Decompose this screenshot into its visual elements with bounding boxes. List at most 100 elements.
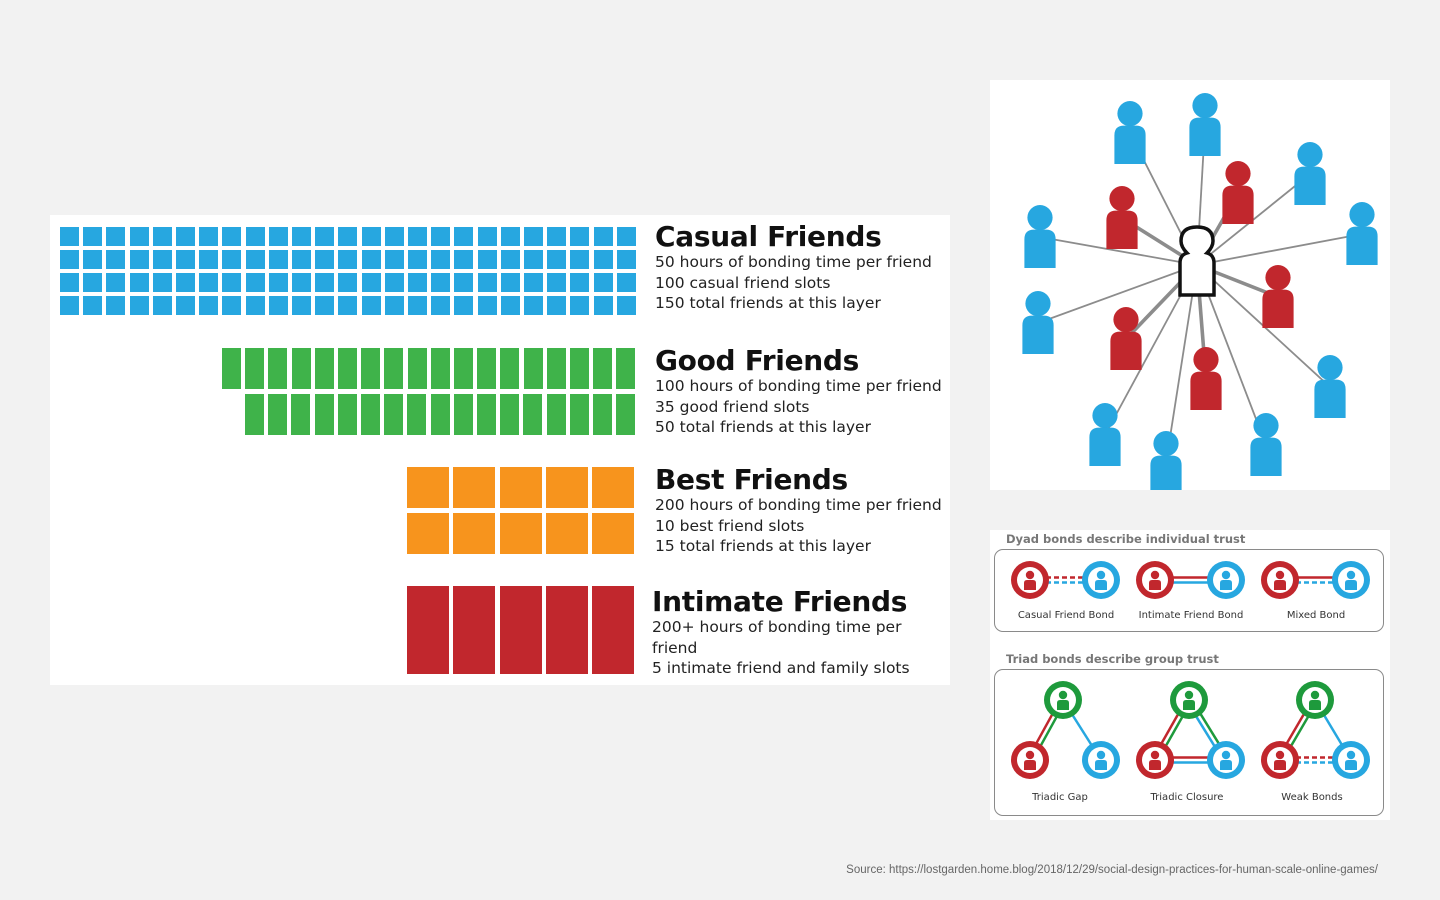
red-friend-node-icon: [1136, 561, 1174, 599]
intimate-friends-line-2: 5 intimate friend and family slots: [652, 659, 910, 677]
casual-friend-slot: [570, 227, 590, 246]
casual-friend-slot: [106, 250, 126, 269]
casual-friend-slot: [431, 227, 451, 246]
intimate-friend-person-icon: [1106, 186, 1138, 249]
casual-friend-slot: [616, 273, 636, 292]
casual-friend-slot: [268, 273, 288, 292]
best-friends-line-2: 10 best friend slots: [655, 516, 805, 535]
casual-friend-slot: [152, 250, 172, 269]
casual-friend-slot: [152, 227, 172, 246]
casual-friend-slot: [361, 273, 381, 292]
casual-friend-slot: [570, 296, 590, 315]
casual-friend-slot: [547, 250, 567, 269]
casual-friend-slot: [315, 296, 335, 315]
casual-friends-line-1: 50 hours of bonding time per friend: [655, 253, 932, 271]
casual-friend-slot: [477, 250, 497, 269]
good-friend-slot: [546, 348, 566, 389]
casual-friend-slot: [524, 296, 543, 315]
best-friends-line-1: 200 hours of bonding time per friend: [655, 496, 942, 514]
intimate-friend-person-icon: [1190, 347, 1222, 410]
casual-friend-slot: [593, 250, 613, 269]
casual-friend-slot: [570, 250, 590, 269]
casual-friend-slot: [83, 273, 103, 292]
good-friend-slot: [454, 348, 473, 389]
casual-friends-line-2: 100 casual friend slots: [655, 273, 831, 292]
casual-friend-slot: [106, 296, 126, 315]
casual-friend-slot: [106, 227, 126, 246]
casual-friend-slot: [176, 296, 195, 315]
casual-friend-slot: [338, 273, 358, 292]
intimate-friend-slot: [592, 586, 635, 674]
casual-friend-slot: [570, 273, 590, 292]
casual-friend-person-icon: [1114, 101, 1146, 164]
casual-friend-person-icon: [1022, 291, 1054, 354]
casual-friend-slot: [60, 273, 79, 292]
best-friend-slot: [545, 467, 588, 508]
good-friend-slot: [222, 348, 241, 389]
intimate-friend-slot: [407, 586, 449, 674]
best-friends-line-3: 15 total friends at this layer: [655, 537, 871, 555]
casual-friend-slot: [547, 227, 567, 246]
casual-friend-slot: [83, 227, 103, 246]
intimate-friend-person-icon: [1262, 265, 1294, 328]
casual-friend-slot: [268, 250, 288, 269]
casual-friend-slot: [408, 296, 427, 315]
casual-friend-slot: [593, 273, 613, 292]
casual-friend-slot: [477, 296, 497, 315]
casual-friend-slot: [616, 250, 636, 269]
casual-friend-slot: [500, 250, 520, 269]
green-friend-node-icon: [1170, 681, 1208, 719]
casual-friend-slot: [129, 273, 149, 292]
casual-friends-legend: Casual Friends 50 hours of bonding time …: [655, 222, 932, 314]
casual-friend-slot: [222, 250, 242, 269]
intimate-friends-line-1: 200+ hours of bonding time per friend: [652, 618, 902, 657]
casual-friend-slot: [176, 227, 195, 246]
dyad-label-intimate: Intimate Friend Bond: [1138, 610, 1244, 621]
casual-friend-slot: [152, 296, 172, 315]
casual-friend-slot: [408, 250, 427, 269]
green-friend-node-icon: [1044, 681, 1082, 719]
good-friend-slot: [245, 394, 264, 435]
casual-edge: [1037, 264, 1198, 324]
intimate-friends-legend: Intimate Friends 200+ hours of bonding t…: [652, 587, 950, 679]
best-friends-title: Best Friends: [655, 463, 848, 496]
intimate-friend-slot: [545, 586, 588, 674]
intimate-friends-title: Intimate Friends: [652, 585, 908, 618]
best-friend-slot: [499, 467, 542, 508]
casual-friend-slot: [431, 273, 451, 292]
good-friend-slot: [384, 348, 404, 389]
casual-friend-slot: [268, 227, 288, 246]
casual-friend-slot: [361, 227, 381, 246]
dyad-label-casual: Casual Friend Bond: [1017, 610, 1115, 621]
casual-friend-slot: [152, 273, 172, 292]
casual-friend-slot: [268, 296, 288, 315]
good-friend-slot: [384, 394, 404, 435]
blue-friend-node-icon: [1207, 741, 1245, 779]
casual-friend-slot: [593, 296, 613, 315]
good-friend-slot: [361, 394, 380, 435]
casual-friend-slot: [338, 296, 358, 315]
casual-friend-slot: [315, 227, 335, 246]
good-friend-slot: [546, 394, 566, 435]
casual-friend-slot: [176, 250, 195, 269]
casual-friend-person-icon: [1189, 93, 1221, 156]
good-friend-slot: [291, 394, 311, 435]
casual-friend-slot: [245, 273, 265, 292]
good-friend-slot: [453, 394, 473, 435]
casual-friend-slot: [524, 227, 543, 246]
casual-friend-slot: [83, 296, 103, 315]
best-friend-slot: [453, 467, 496, 508]
casual-friend-slot: [315, 273, 335, 292]
casual-edge: [1165, 264, 1198, 464]
best-friend-slot: [407, 467, 449, 508]
good-friend-slot: [616, 394, 636, 435]
best-friend-slot: [453, 513, 496, 554]
good-friend-slot: [245, 348, 265, 389]
casual-friend-slot: [500, 227, 520, 246]
casual-friend-slot: [129, 250, 149, 269]
casual-friend-slot: [477, 227, 497, 246]
best-friend-slot: [407, 513, 449, 554]
good-friend-slot: [407, 348, 427, 389]
casual-friend-person-icon: [1314, 355, 1346, 418]
red-friend-node-icon: [1261, 561, 1299, 599]
